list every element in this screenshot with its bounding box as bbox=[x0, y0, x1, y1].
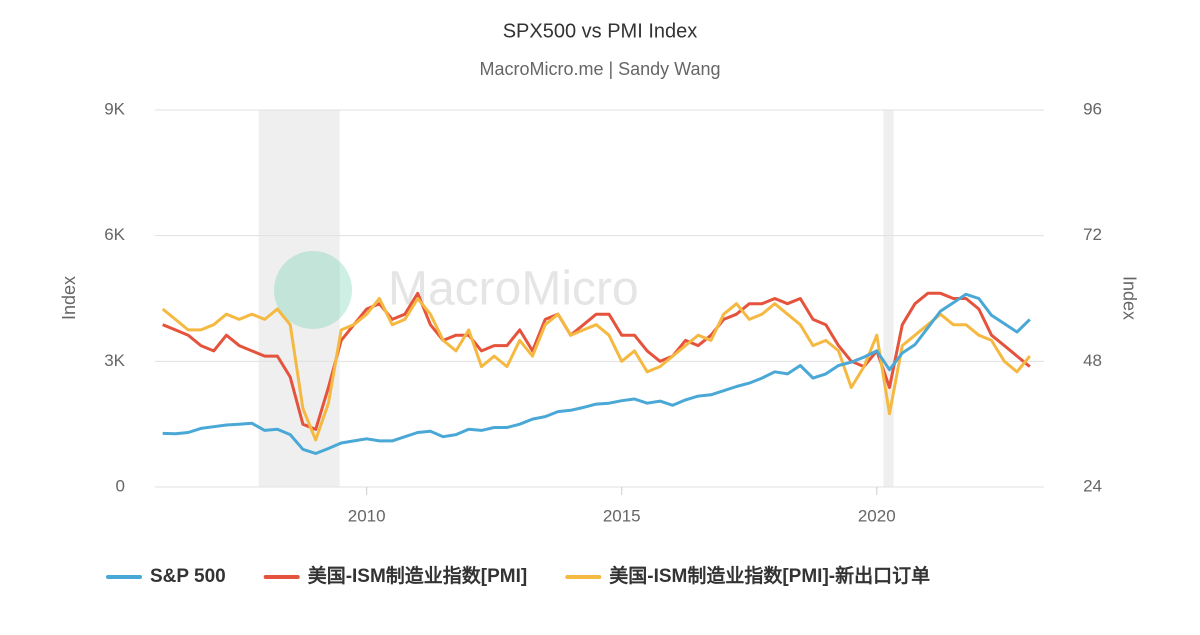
watermark: MacroMicro bbox=[274, 251, 639, 329]
recession-band bbox=[258, 110, 340, 487]
x-tick-label: 2010 bbox=[348, 506, 386, 525]
y-axis-label: Index bbox=[59, 276, 79, 320]
y-tick-label: 3K bbox=[104, 351, 125, 370]
y-tick-label: 6K bbox=[104, 225, 125, 244]
x-tick-label: 2015 bbox=[603, 506, 641, 525]
chart-title: SPX500 vs PMI Index bbox=[503, 20, 698, 42]
watermark-text: MacroMicro bbox=[388, 263, 639, 316]
y-tick-label: 0 bbox=[116, 476, 125, 495]
legend-label: S&P 500 bbox=[150, 566, 226, 587]
y2-tick-label: 96 bbox=[1083, 99, 1102, 118]
legend: S&P 500 美国-ISM制造业指数[PMI] 美国-ISM制造业指数[PMI]-… bbox=[106, 564, 930, 587]
legend-item[interactable]: 美国-ISM制造业指数[PMI]-新出口订单 bbox=[565, 564, 930, 587]
y2-axis-label: Index bbox=[1119, 276, 1139, 320]
y-tick-label: 9K bbox=[104, 99, 125, 118]
watermark-logo bbox=[274, 251, 352, 329]
y2-tick-label: 72 bbox=[1083, 225, 1102, 244]
legend-item[interactable]: 美国-ISM制造业指数[PMI] bbox=[263, 564, 528, 587]
y2-tick-label: 48 bbox=[1083, 351, 1102, 370]
y2-tick-label: 24 bbox=[1083, 476, 1102, 495]
series-line bbox=[161, 297, 1031, 442]
legend-item[interactable]: S&P 500 bbox=[106, 566, 226, 587]
series-line bbox=[162, 292, 1031, 455]
x-tick-label: 2020 bbox=[858, 506, 896, 525]
chart-subtitle: MacroMicro.me | Sandy Wang bbox=[479, 59, 720, 79]
series-line bbox=[162, 291, 1031, 431]
legend-label: 美国-ISM制造业指数[PMI]-新出口订单 bbox=[609, 564, 930, 587]
recession-band bbox=[883, 110, 894, 487]
legend-label: 美国-ISM制造业指数[PMI] bbox=[308, 564, 528, 587]
